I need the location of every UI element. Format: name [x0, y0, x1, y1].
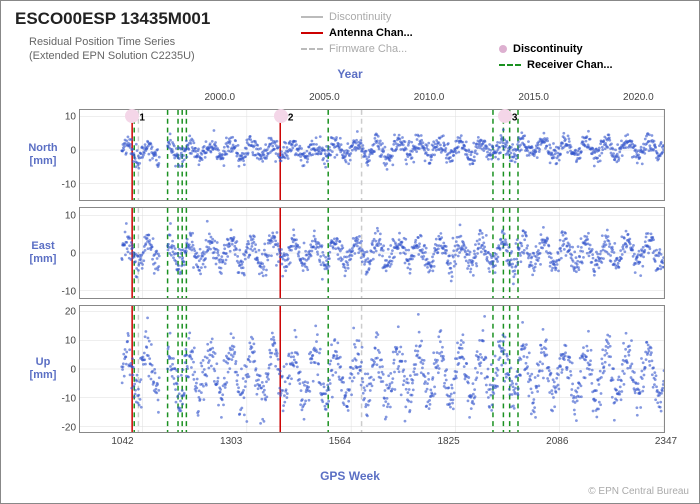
panel-svg: [80, 306, 664, 432]
legend-swatch: [301, 32, 323, 34]
legend-label: Receiver Chan...: [527, 59, 613, 71]
discontinuity-marker: [498, 109, 512, 123]
ylabel-unit: [mm]: [18, 253, 68, 266]
legend-label: Firmware Cha...: [329, 43, 407, 55]
year-tick-label: 2020.0: [623, 92, 654, 103]
y-tick-label: 10: [65, 210, 76, 221]
year-tick-label: 2010.0: [414, 92, 445, 103]
x-axis-top-label: Year: [337, 67, 362, 81]
legend-item: Receiver Chan...: [499, 57, 689, 73]
gps-tick-label: 1042: [111, 436, 133, 447]
year-tick-label: 2000.0: [204, 92, 235, 103]
discontinuity-marker: [274, 109, 288, 123]
footer-credit: © EPN Central Bureau: [588, 486, 689, 497]
y-tick-label: 0: [70, 249, 76, 260]
legend-swatch: [301, 16, 323, 18]
panel-svg: [80, 110, 664, 200]
y-axis-label: Up[mm]: [18, 356, 68, 382]
subtitle-line1: Residual Position Time Series: [29, 35, 195, 49]
y-tick-label: 10: [65, 335, 76, 346]
y-tick-label: -10: [62, 179, 76, 190]
gps-tick-label: 1303: [220, 436, 242, 447]
legend-label: Discontinuity: [513, 43, 583, 55]
legend-item: Antenna Chan...: [301, 25, 491, 41]
y-tick-label: -10: [62, 287, 76, 298]
legend: Discontinuity Antenna Chan... Firmware Cha…: [301, 9, 689, 73]
year-axis-ticks: 2000.02005.02010.02015.02020.02025.0: [157, 83, 700, 103]
legend-item: Discontinuity: [301, 9, 491, 25]
panel-east: East[mm]-10010: [79, 207, 665, 299]
panel-svg: [80, 208, 664, 298]
subtitle-line2: (Extended EPN Solution C2235U): [29, 49, 195, 63]
x-axis-bottom-label: GPS Week: [320, 469, 380, 483]
panel-up: Up[mm]-20-100102010421303156418252086234…: [79, 305, 665, 433]
gps-tick-label: 1564: [329, 436, 351, 447]
y-axis-label: East[mm]: [18, 240, 68, 266]
discontinuity-label: 1: [139, 113, 145, 124]
chart-title: ESCO00ESP 13435M001: [15, 9, 210, 29]
legend-item: Discontinuity: [499, 41, 689, 57]
chart-area: 2000.02005.02010.02015.02020.02025.0 Nor…: [79, 109, 665, 439]
ylabel-name: North: [18, 142, 68, 155]
y-tick-label: -10: [62, 394, 76, 405]
year-tick-label: 2005.0: [309, 92, 340, 103]
ylabel-unit: [mm]: [18, 155, 68, 168]
gps-tick-label: 2347: [655, 436, 677, 447]
legend-swatch: [499, 45, 507, 53]
y-tick-label: 0: [70, 145, 76, 156]
y-tick-label: -20: [62, 423, 76, 434]
discontinuity-marker: [125, 109, 139, 123]
legend-swatch: [301, 48, 323, 50]
discontinuity-label: 2: [288, 113, 294, 124]
chart-subtitle: Residual Position Time Series (Extended …: [29, 35, 195, 64]
y-tick-label: 20: [65, 306, 76, 317]
discontinuity-label: 3: [512, 113, 518, 124]
y-tick-label: 0: [70, 365, 76, 376]
gps-axis-ticks: 104213031564182520862347: [80, 436, 664, 456]
ylabel-name: Up: [18, 356, 68, 369]
ylabel-unit: [mm]: [18, 369, 68, 382]
y-axis-label: North[mm]: [18, 142, 68, 168]
gps-tick-label: 2086: [546, 436, 568, 447]
legend-swatch: [499, 64, 521, 66]
year-tick-label: 2015.0: [518, 92, 549, 103]
gps-tick-label: 1825: [437, 436, 459, 447]
legend-item: Firmware Cha...: [301, 41, 491, 57]
legend-label: Discontinuity: [329, 11, 391, 23]
panel-north: North[mm]-10010123: [79, 109, 665, 201]
y-tick-label: 10: [65, 111, 76, 122]
legend-label: Antenna Chan...: [329, 27, 413, 39]
ylabel-name: East: [18, 240, 68, 253]
